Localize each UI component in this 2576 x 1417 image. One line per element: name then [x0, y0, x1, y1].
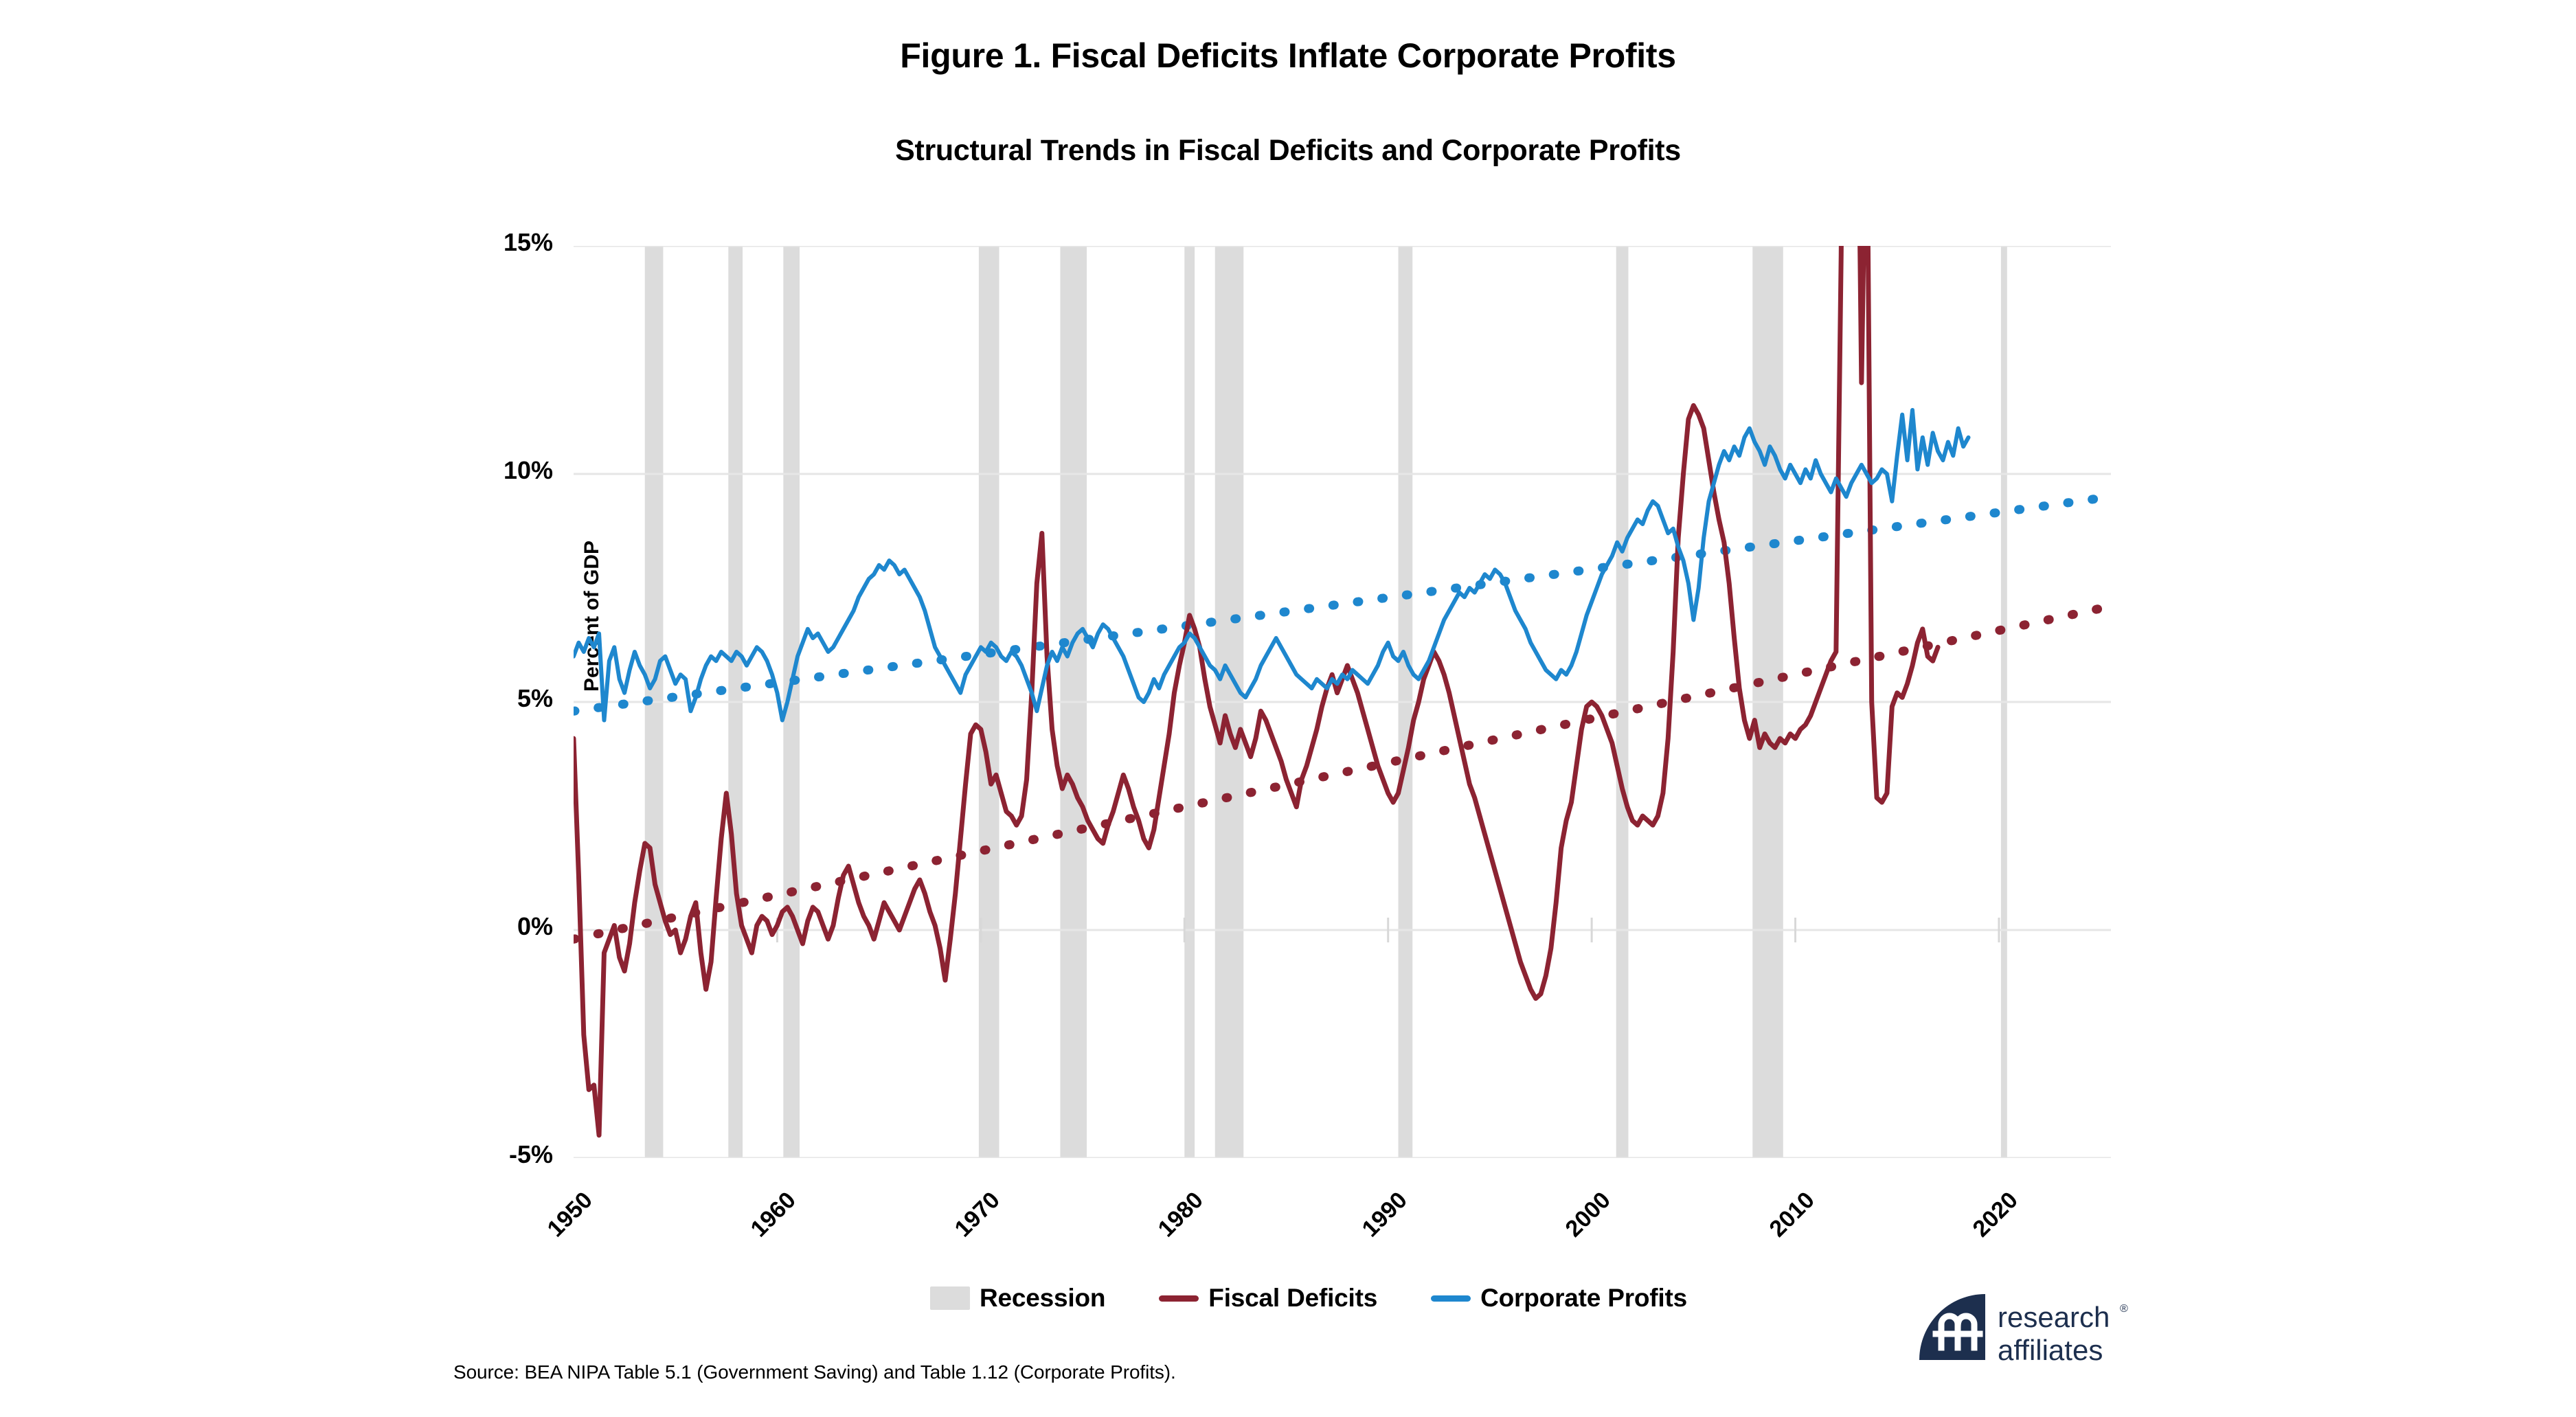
figure-title: Figure 1. Fiscal Deficits Inflate Corpor… — [900, 36, 1676, 75]
legend-label: Recession — [980, 1284, 1106, 1312]
plot-area — [574, 246, 2111, 1158]
legend-swatch-line-icon — [1431, 1295, 1471, 1302]
series-line — [574, 408, 1971, 723]
legend-label: Fiscal Deficits — [1208, 1284, 1378, 1312]
x-axis-tick-label: 2010 — [1764, 1187, 1820, 1243]
chart-canvas — [574, 246, 2111, 1158]
x-axis-tick-label: 1990 — [1357, 1187, 1412, 1243]
logo-text-affiliates: affiliates — [1998, 1334, 2103, 1366]
y-axis-tick-label: 15% — [503, 228, 553, 256]
x-axis-tick-label: 1960 — [745, 1187, 802, 1243]
research-affiliates-logo: research affiliates ® — [1917, 1291, 2143, 1377]
legend-item[interactable]: Recession — [930, 1284, 1105, 1313]
y-axis-tick-label: -5% — [508, 1140, 553, 1168]
legend-item[interactable]: Fiscal Deficits — [1159, 1284, 1377, 1313]
x-axis-tick-label: 1980 — [1153, 1187, 1209, 1243]
figure-subtitle: Structural Trends in Fiscal Deficits and… — [895, 134, 1681, 167]
legend-swatch-line-icon — [1159, 1295, 1199, 1302]
logo-registered-mark: ® — [2120, 1303, 2128, 1315]
legend-label: Corporate Profits — [1480, 1284, 1687, 1312]
y-axis-tick-label: 0% — [517, 912, 553, 940]
x-axis-tick-label: 1950 — [542, 1187, 598, 1243]
y-axis-tick-label: 5% — [517, 684, 553, 712]
trendline — [574, 602, 2111, 944]
legend-item[interactable]: Corporate Profits — [1431, 1284, 1687, 1313]
x-axis-tick-label: 2000 — [1560, 1187, 1616, 1243]
logo-text-research: research — [1998, 1301, 2110, 1333]
source-note: Source: BEA NIPA Table 5.1 (Government S… — [453, 1361, 1176, 1383]
x-axis-tick-label: 2020 — [1967, 1187, 2023, 1243]
y-axis-tick-label: 10% — [503, 456, 553, 484]
chart-legend: Recession Fiscal Deficits Corporate Profit… — [0, 1274, 2576, 1322]
series-line — [574, 246, 1941, 1138]
y-axis-ticks: 15% 10% 5% 0% -5% — [440, 0, 553, 1417]
ra-monogram-icon — [1919, 1294, 1985, 1360]
x-axis-tick-label: 1970 — [949, 1187, 1005, 1243]
logo-svg: research affiliates ® — [1919, 1294, 2128, 1366]
legend-swatch-box-icon — [930, 1286, 970, 1310]
